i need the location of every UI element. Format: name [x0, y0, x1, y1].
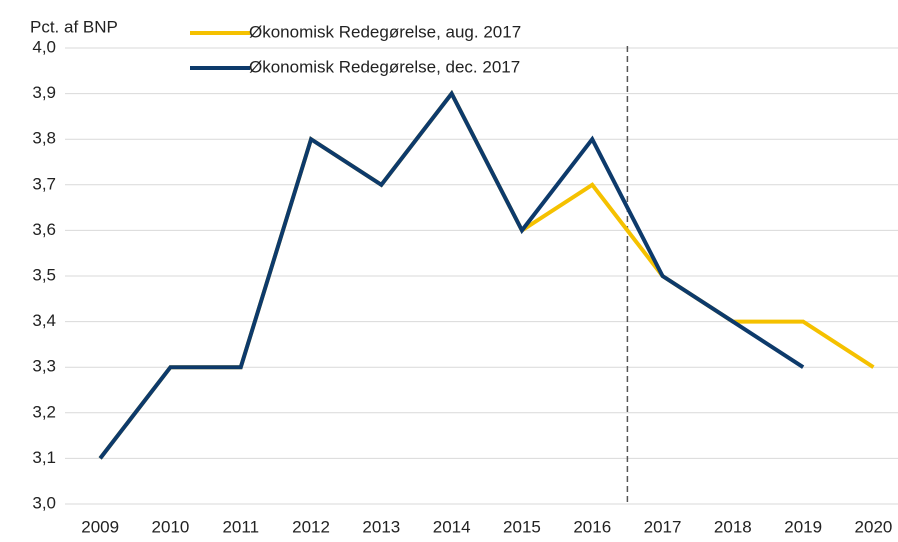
legend-label: Økonomisk Redegørelse, aug. 2017 — [249, 22, 521, 41]
legend-label: Økonomisk Redegørelse, dec. 2017 — [249, 57, 520, 76]
y-tick-label: 3,4 — [32, 311, 56, 330]
y-tick-label: 4,0 — [32, 37, 56, 56]
x-tick-label: 2017 — [644, 517, 682, 536]
y-tick-label: 3,5 — [32, 265, 56, 284]
series-line — [98, 89, 805, 460]
x-tick-label: 2019 — [784, 517, 822, 536]
y-tick-label: 3,6 — [32, 220, 56, 239]
x-tick-label: 2012 — [292, 517, 330, 536]
x-tick-label: 2016 — [573, 517, 611, 536]
y-tick-label: 3,7 — [32, 174, 56, 193]
x-tick-label: 2018 — [714, 517, 752, 536]
y-tick-label: 3,8 — [32, 129, 56, 148]
y-tick-label: 3,3 — [32, 357, 56, 376]
x-tick-label: 2015 — [503, 517, 541, 536]
x-tick-label: 2009 — [81, 517, 119, 536]
x-tick-label: 2010 — [152, 517, 190, 536]
y-tick-label: 3,2 — [32, 402, 56, 421]
y-tick-label: 3,1 — [32, 448, 56, 467]
x-tick-label: 2014 — [433, 517, 471, 536]
x-tick-label: 2011 — [222, 517, 259, 536]
y-axis-label: Pct. af BNP — [30, 17, 118, 36]
x-tick-label: 2020 — [855, 517, 893, 536]
x-tick-label: 2013 — [362, 517, 400, 536]
y-tick-label: 3,9 — [32, 83, 56, 102]
y-tick-label: 3,0 — [32, 493, 56, 512]
